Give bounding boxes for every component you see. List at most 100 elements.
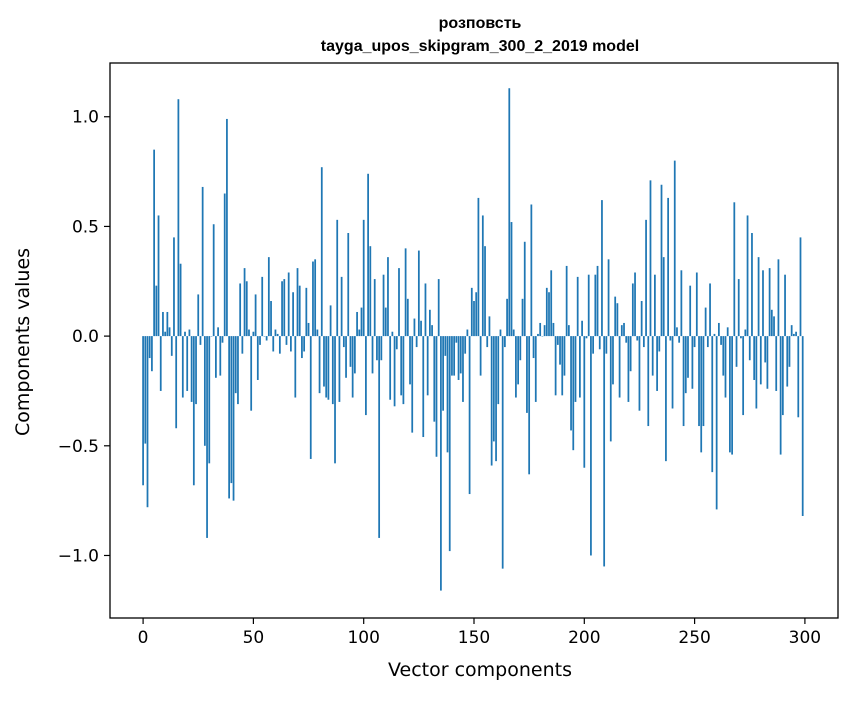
bar	[517, 336, 519, 384]
bar	[160, 336, 162, 391]
bar	[250, 336, 252, 411]
bar	[460, 336, 462, 373]
bar	[266, 336, 268, 340]
bar	[586, 336, 588, 338]
bar	[557, 336, 559, 345]
bar	[283, 279, 285, 336]
bar	[625, 336, 627, 343]
bar	[608, 259, 610, 336]
bar	[244, 268, 246, 336]
bar	[475, 292, 477, 336]
bar	[650, 180, 652, 336]
bar	[601, 200, 603, 336]
bar	[683, 336, 685, 426]
x-tick-label: 0	[138, 628, 149, 648]
bar	[707, 336, 709, 347]
bar	[639, 336, 641, 411]
bar	[610, 336, 612, 441]
bar	[356, 312, 358, 336]
bar	[323, 336, 325, 386]
bar	[246, 281, 248, 336]
bar	[394, 336, 396, 406]
bar	[685, 336, 687, 393]
bar	[235, 336, 237, 393]
bar	[575, 336, 577, 402]
bar	[634, 273, 636, 337]
bar	[773, 316, 775, 336]
bar	[248, 330, 250, 337]
bar	[442, 336, 444, 411]
bar	[628, 336, 630, 402]
bar	[444, 336, 446, 356]
bar	[286, 336, 288, 345]
bar	[299, 286, 301, 336]
bar	[753, 336, 755, 380]
bar	[771, 310, 773, 336]
bar	[725, 336, 727, 397]
bar	[438, 279, 440, 336]
bar	[800, 237, 802, 336]
bar	[332, 336, 334, 404]
y-tick-label: 0.0	[72, 327, 99, 347]
bar	[462, 336, 464, 402]
bar	[740, 336, 742, 338]
bar	[376, 336, 378, 360]
bar	[760, 336, 762, 384]
bar	[467, 330, 469, 337]
bar	[455, 336, 457, 343]
bar	[197, 294, 199, 336]
bar	[559, 336, 561, 365]
bar	[568, 325, 570, 336]
bar	[153, 150, 155, 336]
bar	[277, 334, 279, 336]
bar	[769, 268, 771, 336]
bar	[645, 220, 647, 336]
x-tick-label: 300	[789, 628, 821, 648]
chart-subtitle: tayga_upos_skipgram_300_2_2019 model	[321, 38, 639, 55]
bar	[751, 233, 753, 336]
bar	[189, 330, 191, 337]
bar	[605, 336, 607, 354]
bar	[169, 327, 171, 336]
bar	[696, 273, 698, 337]
bar	[228, 336, 230, 498]
y-axis-ticks: −1.0−0.50.00.51.0	[58, 108, 110, 567]
bar	[316, 330, 318, 337]
bar	[603, 336, 605, 566]
bar	[535, 336, 537, 402]
bar	[791, 325, 793, 336]
bar	[213, 224, 215, 336]
bar	[290, 336, 292, 351]
bar	[530, 204, 532, 336]
bar	[797, 336, 799, 417]
bar	[453, 336, 455, 375]
bar	[372, 336, 374, 373]
bar	[495, 336, 497, 461]
bar	[489, 316, 491, 336]
bar	[720, 336, 722, 345]
bar	[396, 336, 398, 349]
bar	[464, 336, 466, 354]
bar	[270, 301, 272, 336]
bar	[614, 297, 616, 336]
bar	[716, 336, 718, 509]
bar	[330, 305, 332, 336]
bar	[403, 336, 405, 404]
bar	[733, 202, 735, 336]
bar	[334, 336, 336, 463]
bar	[572, 336, 574, 450]
bar	[583, 336, 585, 468]
bar	[780, 336, 782, 454]
bar	[663, 257, 665, 336]
bar	[343, 336, 345, 347]
y-axis-label: Components values	[12, 248, 34, 436]
bar	[429, 310, 431, 336]
x-tick-label: 100	[347, 628, 379, 648]
bar	[341, 277, 343, 336]
bar	[365, 336, 367, 415]
bar	[623, 323, 625, 336]
bar	[802, 336, 804, 516]
bar	[564, 336, 566, 375]
bar	[407, 299, 409, 336]
bar	[714, 334, 716, 336]
